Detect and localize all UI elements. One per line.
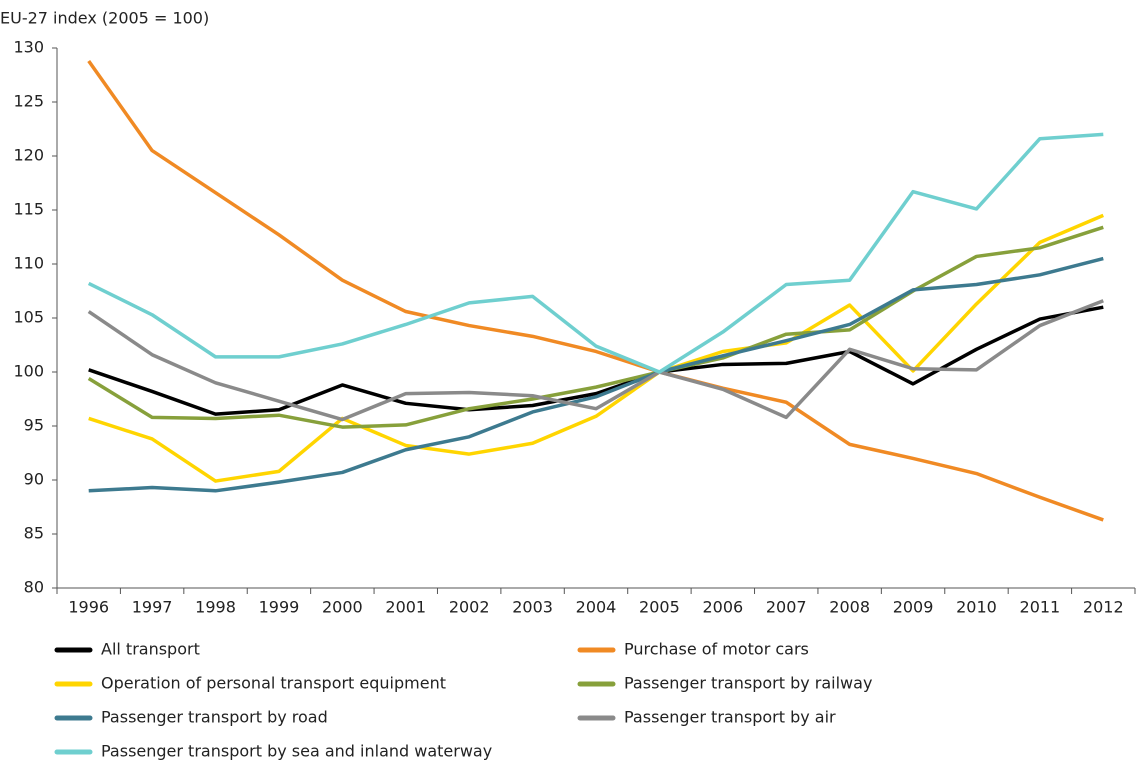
x-tick-label: 1999 (259, 598, 300, 617)
legend-label: Passenger transport by sea and inland wa… (101, 742, 492, 761)
x-tick-label: 2005 (639, 598, 680, 617)
x-tick-label: 2010 (956, 598, 997, 617)
x-tick-label: 2001 (385, 598, 426, 617)
x-tick-label: 2006 (702, 598, 743, 617)
x-tick-label: 1998 (195, 598, 236, 617)
legend-label: Operation of personal transport equipmen… (101, 674, 446, 693)
x-tick-label: 1996 (68, 598, 109, 617)
legend-label: Passenger transport by air (624, 708, 836, 727)
series-line (87, 59, 1104, 522)
y-tick-label: 130 (13, 38, 44, 57)
x-tick-label: 2000 (322, 598, 363, 617)
x-tick-label: 2012 (1083, 598, 1124, 617)
y-tick-label: 85 (24, 524, 44, 543)
series-line (87, 299, 1104, 422)
legend-label: Passenger transport by road (101, 708, 328, 727)
series-line (87, 132, 1104, 374)
y-tick-label: 120 (13, 146, 44, 165)
y-tick-label: 90 (24, 470, 44, 489)
legend-label: Passenger transport by railway (624, 674, 872, 693)
y-tick-label: 105 (13, 308, 44, 327)
y-tick-label: 80 (24, 578, 44, 597)
series-line (88, 305, 1104, 416)
x-tick-label: 2011 (1020, 598, 1061, 617)
series-line (88, 256, 1104, 493)
y-tick-label: 110 (13, 254, 44, 273)
x-tick-label: 1997 (132, 598, 173, 617)
y-tick-label: 100 (13, 362, 44, 381)
series-line (87, 225, 1104, 429)
x-tick-label: 2002 (449, 598, 490, 617)
legend-label: All transport (101, 640, 200, 659)
y-tick-label: 95 (24, 416, 44, 435)
y-tick-label: 115 (13, 200, 44, 219)
x-tick-label: 2009 (893, 598, 934, 617)
x-tick-label: 2003 (512, 598, 553, 617)
x-tick-label: 2004 (576, 598, 617, 617)
legend-label: Purchase of motor cars (624, 640, 809, 659)
series-line (88, 213, 1104, 483)
y-axis-label: EU-27 index (2005 = 100) (0, 9, 209, 28)
y-tick-label: 125 (13, 92, 44, 111)
x-tick-label: 2007 (766, 598, 807, 617)
x-tick-label: 2008 (829, 598, 870, 617)
